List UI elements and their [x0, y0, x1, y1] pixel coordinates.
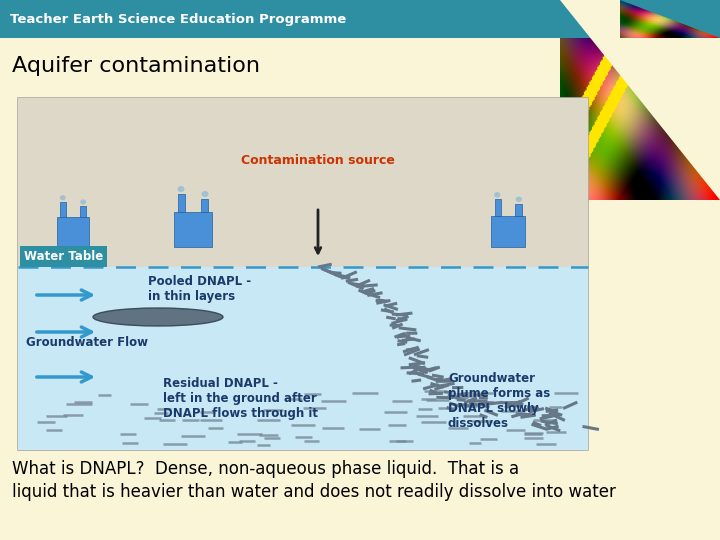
Text: Teacher Earth Science Education Programme: Teacher Earth Science Education Programm… — [10, 12, 346, 25]
Ellipse shape — [60, 195, 66, 200]
Ellipse shape — [494, 192, 500, 198]
Bar — [491, 215, 525, 247]
Polygon shape — [560, 0, 720, 200]
Bar — [0, 0, 720, 38]
Bar — [80, 206, 86, 217]
Bar — [57, 217, 89, 247]
Bar — [18, 98, 588, 267]
Bar — [174, 212, 212, 247]
Text: Contamination source: Contamination source — [241, 154, 395, 167]
Text: Groundwater Flow: Groundwater Flow — [26, 335, 148, 348]
Ellipse shape — [80, 199, 86, 205]
Text: Residual DNAPL -
left in the ground after
DNAPL flows through it: Residual DNAPL - left in the ground afte… — [163, 377, 318, 420]
Ellipse shape — [93, 308, 223, 326]
Ellipse shape — [516, 197, 522, 202]
Text: liquid that is heavier than water and does not readily dissolve into water: liquid that is heavier than water and do… — [12, 483, 616, 501]
Text: Aquifer contamination: Aquifer contamination — [12, 56, 260, 76]
Text: What is DNAPL?  Dense, non-aqueous phase liquid.  That is a: What is DNAPL? Dense, non-aqueous phase … — [12, 460, 519, 478]
Ellipse shape — [178, 186, 184, 192]
Bar — [516, 204, 521, 215]
Ellipse shape — [202, 191, 209, 197]
Text: Groundwater
plume forms as
DNAPL slowly
dissolves: Groundwater plume forms as DNAPL slowly … — [448, 372, 550, 430]
Bar — [178, 194, 185, 212]
Bar — [495, 199, 501, 215]
Bar — [201, 199, 208, 212]
Bar — [60, 202, 66, 217]
Text: Pooled DNAPL -
in thin layers: Pooled DNAPL - in thin layers — [148, 275, 251, 303]
Bar — [18, 98, 588, 450]
Bar — [18, 267, 588, 450]
Text: Water Table: Water Table — [24, 250, 103, 263]
Polygon shape — [620, 0, 720, 38]
